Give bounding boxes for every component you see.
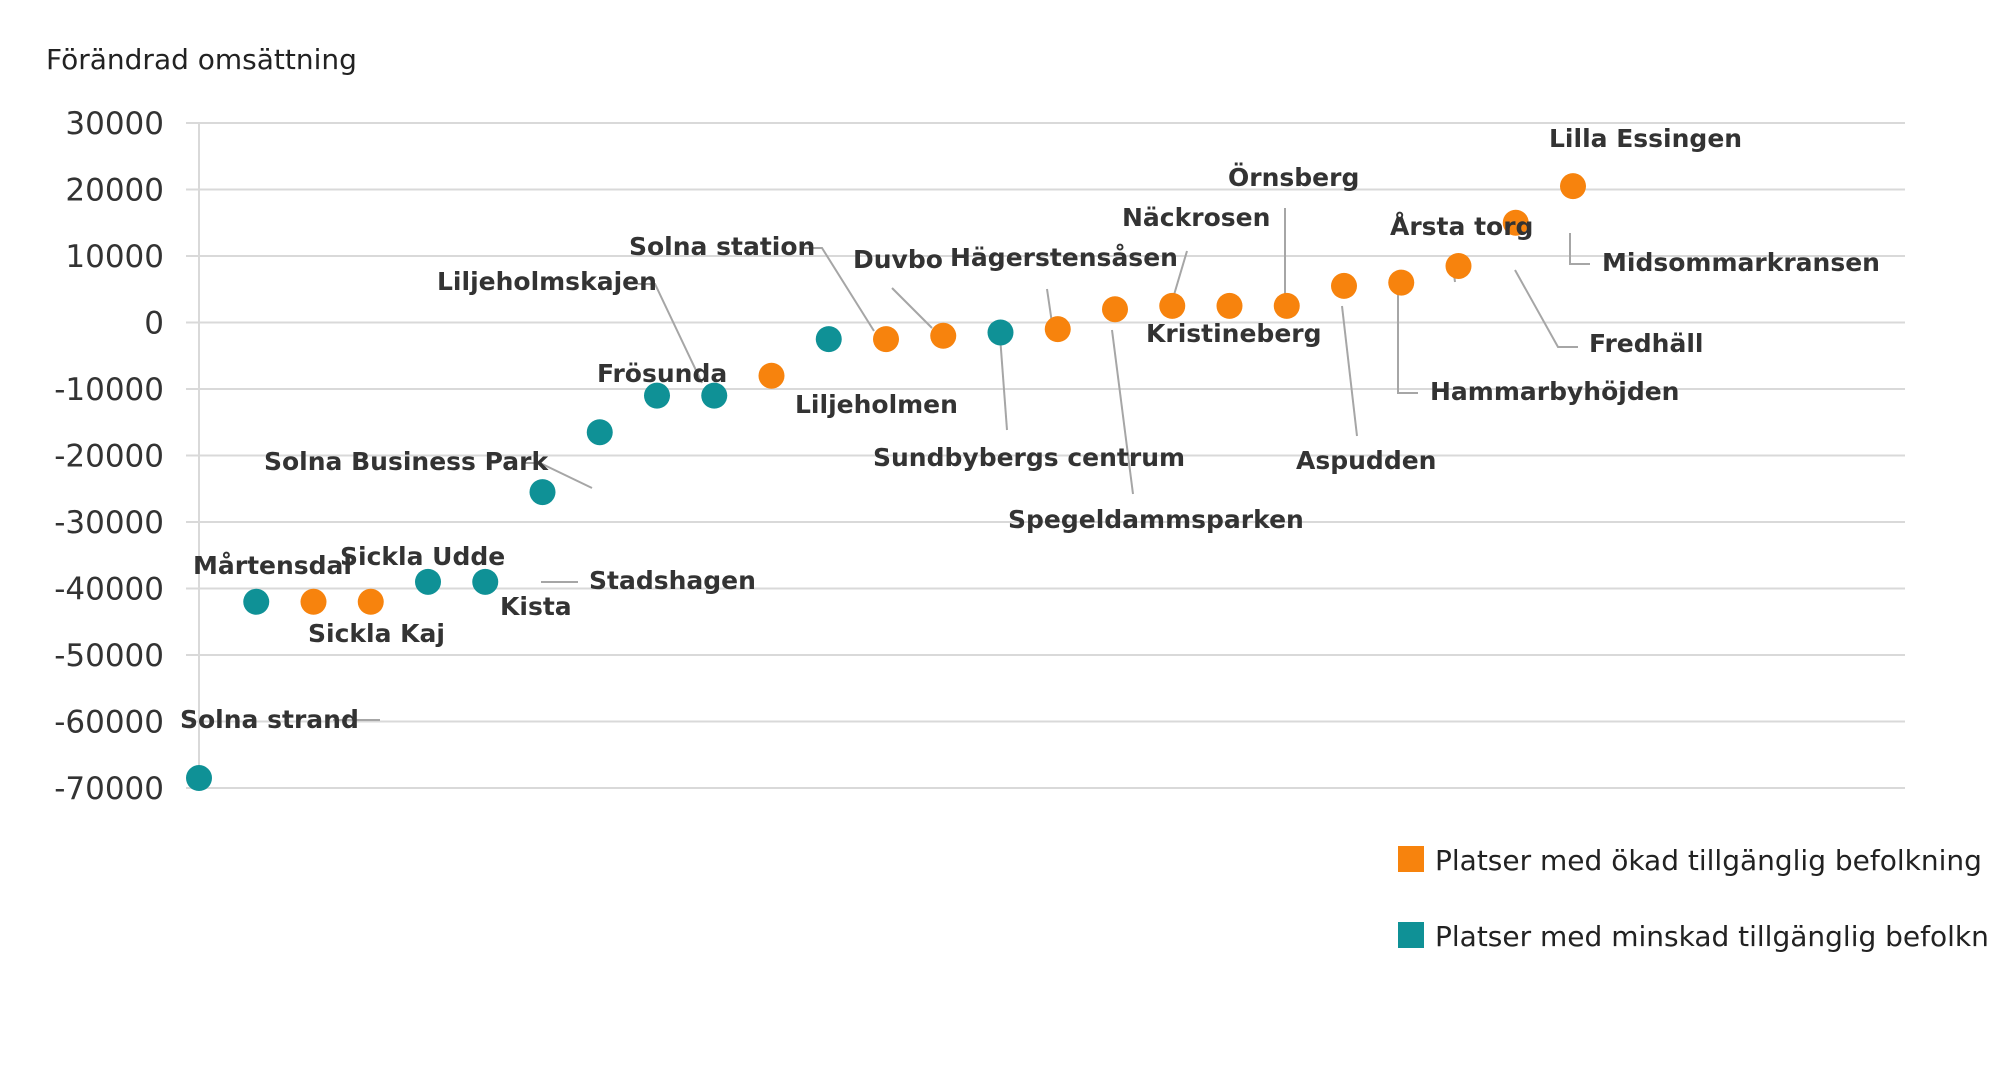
data-point	[415, 568, 441, 595]
point-label: Mårtensdal	[193, 551, 352, 580]
point-label: Sundbybergs centrum	[873, 443, 1185, 472]
leader-line	[1569, 233, 1590, 265]
point-label: Frösunda	[597, 359, 727, 388]
data-point	[644, 382, 670, 409]
point-label: Midsommarkransen	[1602, 248, 1880, 277]
point-label: Sickla Kaj	[308, 619, 445, 648]
gridlines	[199, 122, 1905, 789]
y-tick-label: -10000	[54, 372, 164, 408]
leader-line	[1514, 269, 1578, 348]
point-label: Stadshagen	[589, 566, 756, 595]
point-label: Hägerstensåsen	[950, 243, 1178, 272]
leader-line	[638, 283, 703, 384]
y-tick-label: -20000	[54, 439, 164, 475]
leader-line	[522, 462, 593, 489]
data-point	[873, 326, 899, 353]
data-point	[357, 588, 384, 615]
point-label: Lilla Essingen	[1549, 124, 1742, 153]
y-axis-ticks: 30000 20000 10000 0 -10000 -20000 -30000 -40000…	[54, 106, 199, 807]
data-point	[1445, 252, 1472, 279]
legend-swatch	[1398, 922, 1424, 948]
y-tick-label: -70000	[54, 771, 164, 807]
point-label: Kista	[500, 592, 572, 621]
point-label: Duvbo	[853, 245, 943, 274]
y-tick-label: 0	[144, 306, 164, 342]
y-axis-title: Förändrad omsättning	[46, 43, 357, 76]
point-label: Örnsberg	[1228, 162, 1359, 192]
data-point	[529, 479, 556, 506]
leader-line	[1046, 288, 1053, 324]
y-tick-label: -40000	[54, 572, 164, 608]
point-label: Fredhäll	[1589, 329, 1703, 358]
point-labels: Solna strand Mårtensdal Sickla Kaj Sickla U…	[180, 124, 1880, 734]
data-point	[1159, 292, 1186, 319]
data-point	[701, 382, 728, 409]
data-point	[1102, 296, 1128, 323]
point-label: Aspudden	[1296, 446, 1436, 475]
data-point	[930, 322, 957, 349]
data-point	[1388, 269, 1415, 296]
legend: Platser med ökad tillgänglig befolkning P…	[1398, 844, 1991, 953]
data-point	[815, 326, 842, 353]
y-tick-label: -60000	[54, 705, 164, 741]
y-tick-label: 10000	[65, 239, 164, 275]
legend-label: Platser med ökad tillgänglig befolkning	[1435, 844, 1982, 877]
leader-line	[1397, 290, 1418, 394]
leader-line	[801, 247, 875, 332]
y-tick-label: 20000	[65, 173, 164, 209]
leader-line	[999, 335, 1008, 431]
data-point	[1560, 173, 1586, 200]
leader-line	[891, 287, 933, 329]
data-point	[472, 568, 499, 595]
data-points	[186, 173, 1586, 792]
point-label: Liljeholmen	[795, 390, 958, 419]
y-tick-label: 30000	[65, 106, 164, 142]
point-label: Hammarbyhöjden	[1430, 377, 1679, 406]
data-point	[1216, 292, 1243, 319]
data-point	[1331, 272, 1357, 299]
point-label: Kristineberg	[1146, 319, 1322, 348]
point-label: Solna Business Park	[264, 447, 549, 476]
data-point	[1502, 209, 1529, 236]
y-tick-label: -50000	[54, 638, 164, 674]
legend-label: Platser med minskad tillgänglig befolkni…	[1435, 920, 1991, 953]
leader-line	[1111, 329, 1134, 495]
data-point	[186, 765, 212, 792]
y-tick-label: -30000	[54, 505, 164, 541]
legend-swatch	[1398, 846, 1424, 872]
point-label: Solna strand	[180, 705, 359, 734]
point-label: Årsta torg	[1390, 212, 1533, 241]
point-label: Liljeholmskajen	[437, 267, 657, 296]
data-point	[1273, 292, 1300, 319]
data-point	[987, 319, 1014, 346]
point-label: Solna station	[629, 232, 815, 261]
label-leader-lines	[333, 208, 1590, 721]
point-label: Spegeldammsparken	[1008, 505, 1304, 534]
point-label: Sickla Udde	[340, 542, 505, 571]
data-point	[243, 588, 270, 615]
data-point	[300, 588, 327, 615]
point-label: Näckrosen	[1122, 203, 1270, 232]
data-point	[586, 419, 613, 446]
data-point	[758, 362, 785, 389]
data-point	[1044, 316, 1071, 343]
leader-line	[1341, 305, 1358, 437]
